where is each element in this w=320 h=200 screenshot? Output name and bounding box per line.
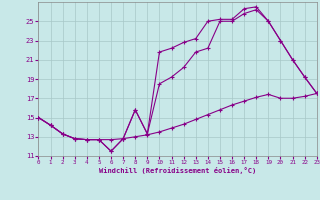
X-axis label: Windchill (Refroidissement éolien,°C): Windchill (Refroidissement éolien,°C) bbox=[99, 167, 256, 174]
